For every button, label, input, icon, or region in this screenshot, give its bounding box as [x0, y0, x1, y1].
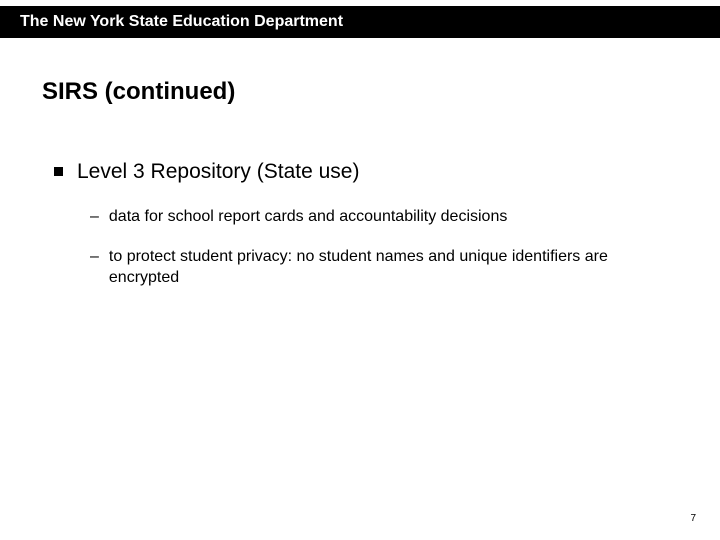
dash-icon: – [90, 246, 99, 268]
square-bullet-icon [54, 167, 63, 176]
header-bar: The New York State Education Department [0, 6, 720, 38]
header-text: The New York State Education Department [20, 13, 343, 31]
sub-bullet-text: data for school report cards and account… [109, 206, 507, 228]
bullet-level-1-text: Level 3 Repository (State use) [77, 160, 359, 184]
bullet-level-1: Level 3 Repository (State use) [54, 160, 359, 184]
slide: The New York State Education Department … [0, 0, 720, 540]
header-underline [0, 38, 720, 42]
dash-icon: – [90, 206, 99, 228]
page-number: 7 [690, 513, 696, 524]
slide-title: SIRS (continued) [42, 78, 235, 106]
list-item: – to protect student privacy: no student… [90, 246, 670, 289]
list-item: – data for school report cards and accou… [90, 206, 670, 228]
sub-bullet-text: to protect student privacy: no student n… [109, 246, 670, 289]
sub-bullet-list: – data for school report cards and accou… [90, 206, 670, 307]
